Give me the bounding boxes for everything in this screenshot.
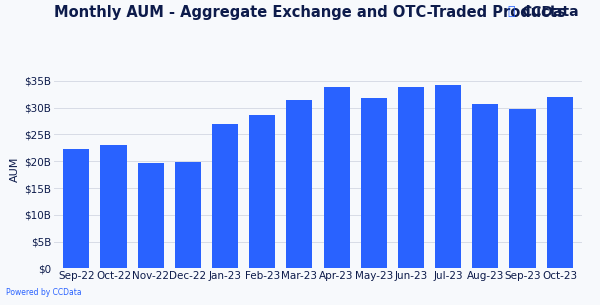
Bar: [323, 87, 350, 268]
Bar: [547, 97, 573, 268]
Y-axis label: AUM: AUM: [10, 156, 20, 182]
Bar: [472, 104, 499, 268]
Text: CCData: CCData: [521, 5, 578, 19]
Bar: [509, 109, 536, 268]
Text: Monthly AUM - Aggregate Exchange and OTC-Traded Products: Monthly AUM - Aggregate Exchange and OTC…: [54, 5, 566, 20]
Bar: [249, 115, 275, 268]
Bar: [175, 162, 201, 268]
Text: ⦿: ⦿: [507, 5, 515, 18]
Bar: [63, 149, 89, 268]
Bar: [361, 98, 387, 268]
Bar: [137, 163, 164, 268]
Bar: [398, 87, 424, 268]
Bar: [286, 100, 313, 268]
Bar: [435, 84, 461, 268]
Bar: [212, 124, 238, 268]
Bar: [100, 145, 127, 268]
Text: Powered by CCData: Powered by CCData: [6, 288, 82, 297]
